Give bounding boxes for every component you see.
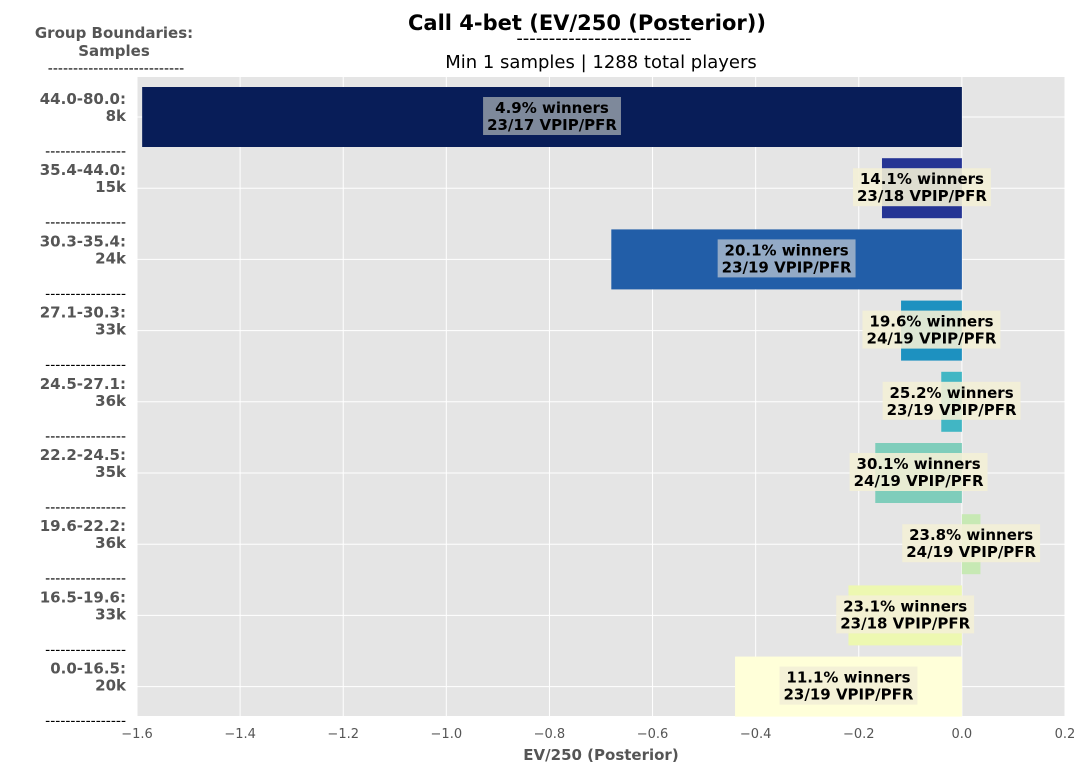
y-label-separator: ----------------	[45, 642, 126, 658]
chart-subtitle: Min 1 samples | 1288 total players	[445, 52, 757, 73]
y-label-samples: 36k	[95, 392, 127, 410]
bar-label-box	[882, 381, 1021, 420]
bar-label-winners: 23.1% winners	[843, 597, 967, 615]
x-tick-label: −0.6	[637, 727, 669, 742]
y-label-range: 27.1-30.3:	[40, 304, 126, 322]
bar-label-winners: 23.8% winners	[909, 526, 1033, 544]
bar-label-winners: 4.9% winners	[495, 99, 609, 117]
bar-label-winners: 25.2% winners	[890, 384, 1014, 402]
bar-label-vpip: 24/19 VPIP/PFR	[906, 543, 1036, 561]
bar-label-winners: 11.1% winners	[786, 669, 910, 687]
y-label-separator: ----------------	[45, 571, 126, 587]
x-tick-label: −1.4	[224, 727, 256, 742]
y-label-range: 22.2-24.5:	[40, 446, 126, 464]
bar-label-box	[836, 595, 975, 634]
bar-label-box	[852, 168, 991, 207]
y-label-separator: ----------------	[45, 429, 126, 445]
y-label-separator: ----------------	[45, 500, 126, 516]
x-tick-label: −1.6	[121, 727, 153, 742]
x-axis-label: EV/250 (Posterior)	[523, 746, 678, 764]
y-label-samples: 36k	[95, 534, 127, 552]
y-label-separator: ----------------	[45, 358, 126, 374]
x-tick-label: −1.2	[327, 727, 359, 742]
bar-label-vpip: 23/18 VPIP/PFR	[840, 614, 970, 632]
y-label-samples: 33k	[95, 605, 127, 623]
bar-label-winners: 19.6% winners	[869, 313, 993, 331]
title-rule: ---------------------------	[516, 28, 691, 49]
y-label-range: 19.6-22.2:	[40, 517, 126, 535]
y-label-range: 16.5-19.6:	[40, 588, 126, 606]
x-tick-label: 0.0	[952, 727, 973, 742]
bar-label-vpip: 23/19 VPIP/PFR	[887, 401, 1017, 419]
group-header-line1: Group Boundaries:	[35, 24, 193, 42]
y-label-range: 35.4-44.0:	[40, 161, 126, 179]
bar-label-vpip: 24/19 VPIP/PFR	[867, 330, 997, 348]
bar-label-vpip: 23/18 VPIP/PFR	[857, 187, 987, 205]
bar-label-box	[483, 97, 621, 135]
y-label-samples: 35k	[95, 463, 127, 481]
bar-label-winners: 30.1% winners	[857, 455, 981, 473]
y-label-samples: 15k	[95, 178, 127, 196]
bar-label-box	[902, 524, 1041, 563]
y-label-samples: 24k	[95, 249, 127, 267]
bar-label-winners: 20.1% winners	[725, 241, 849, 259]
group-header-line2: Samples	[78, 42, 150, 60]
y-label-samples: 33k	[95, 321, 127, 339]
x-tick-label: −0.4	[740, 727, 772, 742]
x-axis-ticks: −1.6 −1.4 −1.2 −1.0 −0.8 −0.6 −0.4 −0.2 0.0 0.2	[121, 727, 1075, 742]
bar-label-box	[717, 239, 856, 278]
x-tick-label: 0.2	[1055, 727, 1076, 742]
y-label-separator: ----------------	[45, 714, 126, 730]
bar-label-winners: 14.1% winners	[860, 170, 984, 188]
bar-label-vpip: 23/19 VPIP/PFR	[722, 258, 852, 276]
bar-label-vpip: 23/19 VPIP/PFR	[784, 686, 914, 704]
y-label-separator: ----------------	[45, 144, 126, 160]
chart-title: Call 4-bet (EV/250 (Posterior))	[408, 11, 766, 35]
y-axis-labels: 44.0-80.0:8k----------------35.4-44.0:15…	[40, 90, 127, 730]
y-label-separator: ----------------	[45, 215, 126, 231]
x-tick-label: −1.0	[431, 727, 463, 742]
bar-label-vpip: 24/19 VPIP/PFR	[854, 472, 984, 490]
x-tick-label: −0.8	[534, 727, 566, 742]
y-label-samples: 20k	[95, 677, 127, 695]
bar-label-vpip: 23/17 VPIP/PFR	[487, 116, 617, 134]
y-label-separator: ----------------	[45, 286, 126, 302]
y-label-range: 44.0-80.0:	[40, 90, 126, 108]
y-label-samples: 8k	[106, 107, 127, 125]
x-tick-label: −0.2	[843, 727, 875, 742]
bar-label-box	[849, 453, 988, 491]
y-label-range: 24.5-27.1:	[40, 375, 126, 393]
y-label-range: 30.3-35.4:	[40, 232, 126, 250]
bar-label-box	[779, 666, 918, 705]
bar-label-box	[862, 310, 1001, 349]
y-label-range: 0.0-16.5:	[50, 660, 126, 678]
group-header-rule: ---------------------------	[48, 61, 184, 77]
